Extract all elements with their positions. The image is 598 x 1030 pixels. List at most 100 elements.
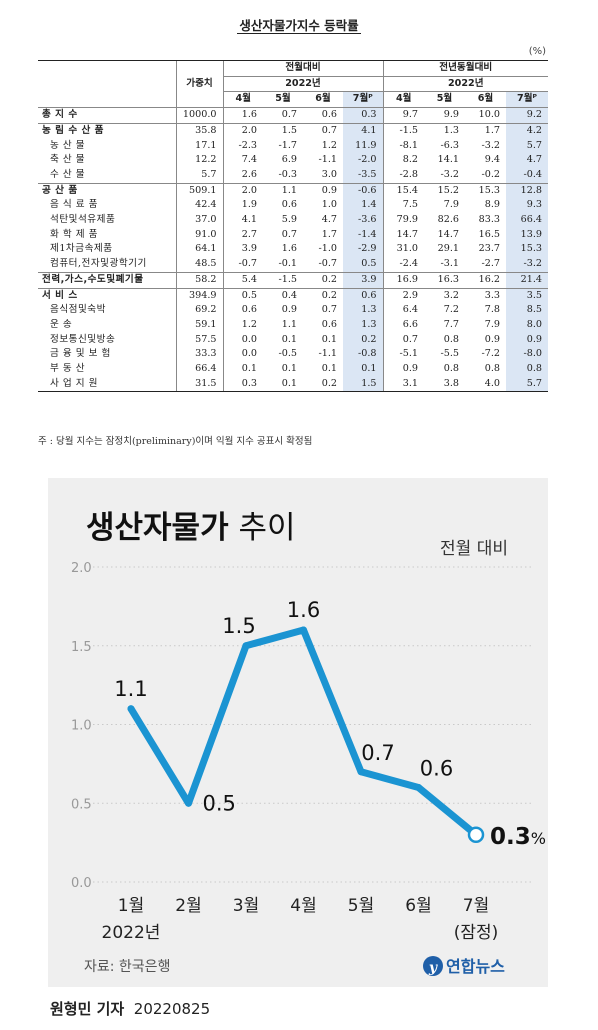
data-label: 0.5 (203, 791, 236, 815)
x-tick-label: 1월 (118, 896, 144, 916)
row-weight: 12.2 (175, 153, 223, 168)
cell-value: 13.9 (506, 227, 549, 243)
header-item (38, 59, 176, 109)
yonhap-logo-icon (423, 956, 443, 976)
cell-value: -3.6 (343, 213, 383, 228)
cell-value: 7.9 (443, 199, 459, 211)
row-weight: 17.1 (175, 138, 223, 154)
x-prelim-label: (잠정) (454, 923, 499, 943)
cell-value: -1.0 (318, 243, 338, 255)
cell-value: 5.7 (506, 376, 549, 393)
cell-value: 0.9 (382, 362, 424, 377)
cell-value: 0.3 (343, 107, 383, 124)
row-label: 음식점및숙박 (50, 304, 106, 316)
row-label: 수 산 물 (50, 168, 86, 180)
cell-value: 1.7 (321, 228, 337, 240)
cell-value: -0.4 (506, 167, 549, 184)
cell-value: -0.7 (222, 257, 263, 273)
cell-value: -2.8 (382, 167, 424, 184)
cell-value: 0.6 (281, 199, 297, 211)
table-row: 전력,가스,수도및폐기물 58.2 5.4 -1.5 0.2 3.9 16.9 16.3 16.… (38, 271, 549, 289)
x-tick-label: 7월 (463, 896, 489, 916)
row-weight: 66.4 (175, 362, 223, 377)
cell-value: 8.2 (382, 153, 424, 168)
cell-value: 1.4 (343, 198, 383, 214)
y-tick-label: 2.0 (71, 561, 92, 576)
cell-value: 0.5 (222, 287, 263, 304)
cell-value: 2.7 (222, 227, 263, 243)
cell-value: 0.8 (443, 333, 459, 345)
cell-value: -1.7 (278, 139, 298, 151)
cell-value: 0.0 (222, 347, 263, 363)
row-label: 사 업 지 원 (38, 376, 176, 393)
cell-value: -2.7 (481, 258, 501, 270)
cell-value: 4.7 (321, 214, 337, 226)
row-weight: 5.7 (175, 167, 223, 184)
cell-value: 6.6 (382, 317, 424, 333)
cell-value: 1.6 (222, 107, 263, 124)
cell-value: 1.1 (263, 182, 303, 199)
header-month: 4월 (382, 91, 424, 109)
header-month: 6월 (465, 91, 506, 109)
cell-value: 0.9 (303, 182, 343, 199)
cell-value: -0.5 (278, 348, 298, 360)
cell-value: 0.1 (321, 363, 337, 375)
cell-value: 0.3 (222, 376, 263, 393)
cell-value: 23.7 (478, 243, 500, 255)
cell-value: 14.7 (437, 228, 459, 240)
cell-value: -7.2 (481, 348, 501, 360)
cell-value: 0.7 (281, 109, 297, 121)
cell-value: -3.1 (440, 258, 460, 270)
cell-value: 0.1 (343, 362, 383, 377)
row-label: 부 동 산 (50, 363, 86, 375)
cell-value: 7.9 (484, 318, 500, 330)
cell-value: 8.5 (506, 303, 549, 318)
cell-value: -1.5 (382, 122, 424, 139)
cell-value: 0.9 (281, 304, 297, 316)
header-month: 7월ᴾ (343, 91, 383, 109)
data-label-value: 1.6 (287, 598, 320, 622)
cell-value: 4.1 (343, 122, 383, 139)
cell-value: 2.6 (222, 167, 263, 184)
header-year-mom: 2022년 (222, 76, 383, 93)
row-weight: 35.8 (175, 122, 223, 139)
row-label: 제1차금속제품 (50, 243, 113, 255)
cell-value: 0.2 (343, 332, 383, 348)
x-tick-label: 5월 (348, 896, 374, 916)
cell-value: -6.3 (440, 139, 460, 151)
yonhap-logo-glyph: y (428, 960, 438, 976)
cell-value: 9.7 (382, 107, 424, 124)
cell-value: 2.0 (222, 182, 263, 199)
chart-title-bold: 생산자물가 (86, 510, 229, 546)
data-label-value: 1.5 (222, 614, 255, 638)
cell-value: 1.7 (465, 122, 506, 139)
cell-value: 0.1 (263, 376, 303, 393)
table-note: 주 : 당월 지수는 잠정치(preliminary)이며 익월 지수 공표시 … (38, 436, 313, 447)
cell-value: 5.4 (222, 271, 263, 289)
header-month: 6월 (303, 91, 343, 109)
table-row: 제1차금속제품 64.1 3.9 1.6 -1.0 -2.9 31.0 29.1 23.7 15.… (38, 242, 549, 258)
cell-value: 0.0 (222, 332, 263, 348)
data-label: 0.3% (490, 824, 546, 850)
cell-value: 0.7 (382, 332, 424, 348)
cell-value: -1.1 (318, 154, 338, 166)
cell-value: 1.5 (343, 376, 383, 393)
yonhap-logo-text: 연합뉴스 (446, 957, 505, 976)
table-row: 수 산 물 5.7 2.6 -0.3 3.0 -3.5 -2.8 -3.2 -0.2 -0.4 (38, 167, 549, 184)
table-row: 화 학 제 품 91.0 2.7 0.7 1.7 -1.4 14.7 14.7 16.5 13.9 (38, 227, 549, 243)
data-point (415, 784, 422, 791)
cell-value: 0.2 (303, 271, 343, 289)
data-label-value: 0.7 (361, 741, 394, 765)
row-label: 농 림 수 산 품 (38, 122, 176, 139)
table-row: 축 산 물 12.2 7.4 6.9 -1.1 -2.0 8.2 14.1 9.4 4.7 (38, 153, 549, 168)
cell-value: 3.9 (222, 242, 263, 258)
table-row: 석탄및석유제품 37.0 4.1 5.9 4.7 -3.6 79.9 82.6 83.3 66.4 (38, 213, 549, 228)
cell-value: 0.7 (281, 228, 297, 240)
cell-value: 3.5 (506, 287, 549, 304)
table-row: 농 림 수 산 품 35.8 2.0 1.5 0.7 4.1 -1.5 1.3 1.7 4.2 (38, 122, 549, 139)
cell-value: -8.0 (506, 347, 549, 363)
cell-value: 3.0 (321, 168, 337, 180)
data-label: 0.6 (420, 757, 453, 781)
table-row: 공 산 품 509.1 2.0 1.1 0.9 -0.6 15.4 15.2 15.3 12.8 (38, 182, 549, 199)
